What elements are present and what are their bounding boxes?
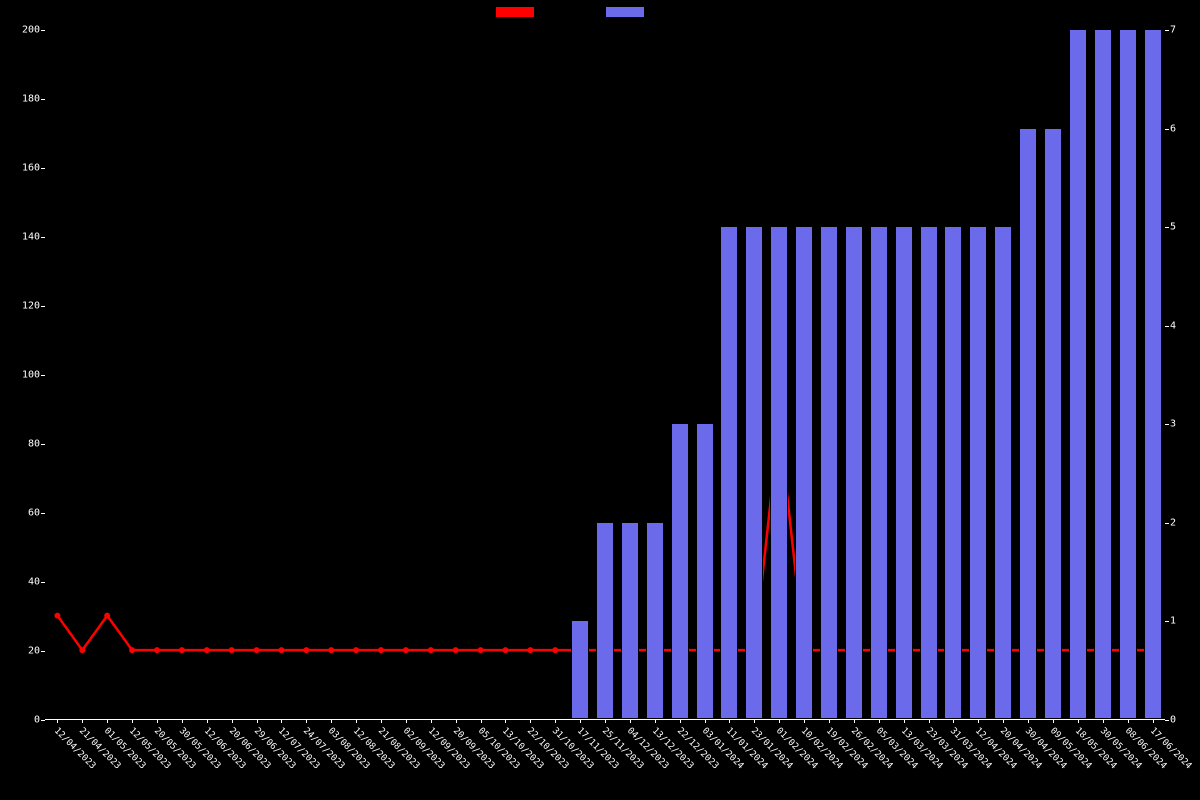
- y-right-tick-label: 2: [1170, 517, 1190, 528]
- legend-item-bar: [605, 6, 645, 18]
- bar: [994, 226, 1012, 719]
- y-right-tick-label: 0: [1170, 715, 1190, 726]
- bar: [895, 226, 913, 719]
- bar: [845, 226, 863, 719]
- line-marker: [353, 647, 359, 653]
- y-right-tick-label: 5: [1170, 222, 1190, 233]
- bar: [1094, 29, 1112, 719]
- bar: [820, 226, 838, 719]
- legend-item-line: [495, 6, 535, 18]
- y-left-tick-label: 200: [5, 25, 40, 36]
- y-left-tick-label: 100: [5, 370, 40, 381]
- bar: [795, 226, 813, 719]
- line-marker: [54, 613, 60, 619]
- bar: [944, 226, 962, 719]
- line-marker: [229, 647, 235, 653]
- legend-swatch-line: [495, 6, 535, 18]
- line-marker: [254, 647, 260, 653]
- bar: [646, 522, 664, 719]
- legend-swatch-bar: [605, 6, 645, 18]
- line-marker: [154, 647, 160, 653]
- line-marker: [79, 647, 85, 653]
- line-marker: [502, 647, 508, 653]
- bar: [969, 226, 987, 719]
- line-marker: [552, 647, 558, 653]
- line-marker: [428, 647, 434, 653]
- bar: [696, 423, 714, 719]
- combo-chart: 0204060801001201401601802000123456712/04…: [45, 30, 1165, 720]
- line-marker: [527, 647, 533, 653]
- line-marker: [129, 647, 135, 653]
- y-right-tick-label: 1: [1170, 616, 1190, 627]
- y-left-tick-label: 0: [5, 715, 40, 726]
- line-marker: [204, 647, 210, 653]
- bar: [571, 620, 589, 719]
- bar: [1019, 128, 1037, 719]
- y-left-tick-label: 20: [5, 646, 40, 657]
- y-right-tick-label: 7: [1170, 25, 1190, 36]
- line-marker: [303, 647, 309, 653]
- bar: [920, 226, 938, 719]
- bar: [1119, 29, 1137, 719]
- line-marker: [179, 647, 185, 653]
- y-right-tick-label: 6: [1170, 123, 1190, 134]
- bar: [671, 423, 689, 719]
- line-marker: [104, 613, 110, 619]
- bar: [1144, 29, 1162, 719]
- y-left-tick-label: 40: [5, 577, 40, 588]
- bar: [745, 226, 763, 719]
- bar: [1069, 29, 1087, 719]
- y-right-tick-label: 3: [1170, 419, 1190, 430]
- y-left-tick-label: 140: [5, 232, 40, 243]
- y-left-tick-label: 160: [5, 163, 40, 174]
- line-marker: [378, 647, 384, 653]
- line-marker: [453, 647, 459, 653]
- y-right-tick-label: 4: [1170, 320, 1190, 331]
- y-left-tick-label: 120: [5, 301, 40, 312]
- bar: [870, 226, 888, 719]
- bar: [596, 522, 614, 719]
- y-left-tick-label: 180: [5, 94, 40, 105]
- bar: [720, 226, 738, 719]
- y-left-tick-label: 60: [5, 508, 40, 519]
- line-marker: [278, 647, 284, 653]
- bar: [621, 522, 639, 719]
- line-marker: [328, 647, 334, 653]
- bar: [1044, 128, 1062, 719]
- y-left-tick-label: 80: [5, 439, 40, 450]
- line-marker: [403, 647, 409, 653]
- bar: [770, 226, 788, 719]
- line-marker: [478, 647, 484, 653]
